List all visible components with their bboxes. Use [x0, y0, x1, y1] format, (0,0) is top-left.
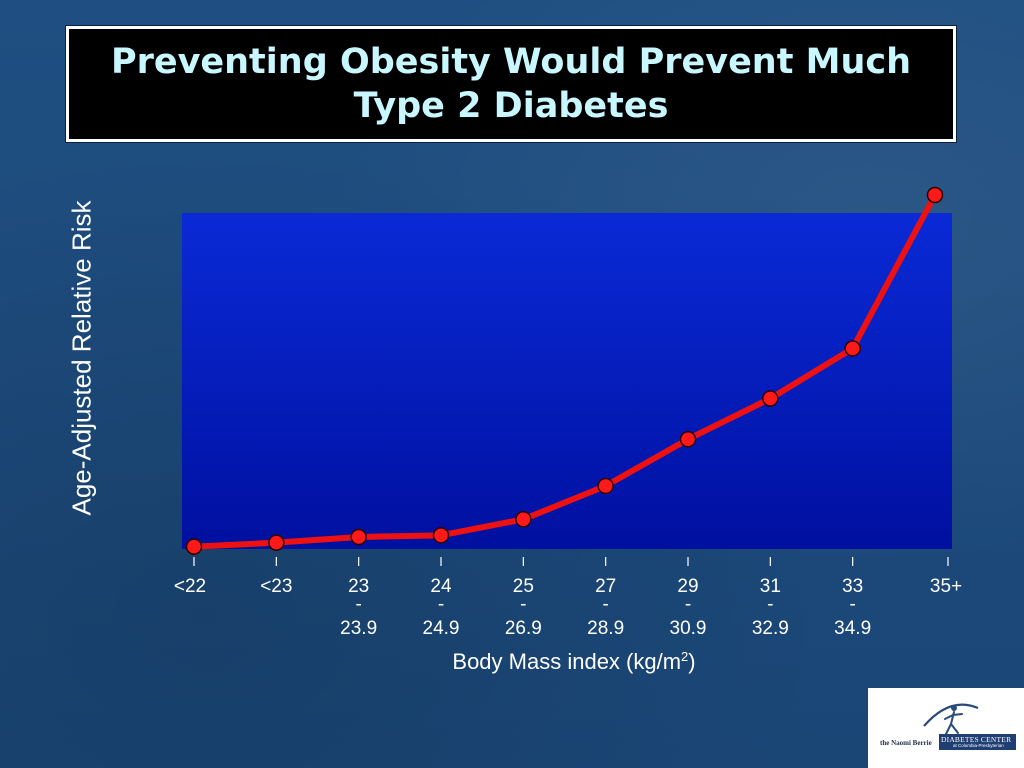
data-point	[926, 186, 944, 204]
x-axis-tick-labels: <22 <23 23-23.924-24.925-26.927-28.929-30.…	[174, 576, 962, 639]
logo-prefix: the Naomi Berrie	[880, 739, 932, 747]
x-tick-label-mid: -	[356, 594, 362, 615]
x-tick-label-top: <22	[174, 576, 206, 597]
x-tick-label-bottom: 26.9	[505, 618, 542, 639]
x-tick-label-top: 35+	[930, 576, 962, 597]
x-tick-label-top: 25	[513, 576, 534, 597]
data-point	[762, 390, 779, 407]
slide-title: Preventing Obesity Would Prevent Much Ty…	[110, 42, 912, 126]
x-axis-label-main: Body Mass index (kg/m	[452, 649, 682, 674]
logo-subtitle: at Columbia-Presbyterian	[953, 743, 1004, 748]
data-point	[350, 528, 367, 546]
x-tick-label-bottom: 23.9	[340, 618, 377, 639]
x-tick-label-top: 27	[595, 576, 616, 597]
x-tick-label-bottom: 32.9	[752, 618, 789, 639]
x-axis-label: Body Mass index (kg/m2)	[452, 649, 695, 675]
data-point	[679, 430, 697, 448]
x-tick-label-top: 29	[677, 576, 698, 597]
title-box: Preventing Obesity Would Prevent Much Ty…	[65, 25, 957, 143]
series-line	[193, 193, 938, 550]
x-tick-label-bottom: 24.9	[423, 618, 460, 639]
logo-badge: DIABETES CENTER at Columbia-Presbyterian	[939, 734, 1016, 750]
data-point	[268, 534, 285, 551]
x-axis-label-superscript: 2	[681, 649, 689, 664]
x-axis-ticks	[193, 557, 949, 566]
x-tick-label-mid: -	[685, 594, 691, 615]
x-tick-label-bottom: 34.9	[834, 618, 871, 639]
series-line-group	[193, 193, 938, 550]
x-tick-label-mid: -	[767, 594, 773, 615]
x-axis-label-end: )	[688, 649, 696, 674]
data-point	[844, 340, 861, 357]
x-tick-label-bottom: 28.9	[587, 618, 624, 639]
logo-name: DIABETES CENTER	[941, 735, 1012, 744]
x-tick-label-mid: -	[850, 594, 856, 615]
x-tick-label-bottom: 30.9	[670, 618, 707, 639]
x-tick-label-top: 23	[348, 576, 369, 597]
diabetes-center-logo: the Naomi Berrie DIABETES CENTER at Colu…	[868, 688, 1024, 768]
x-tick-label-mid: -	[603, 594, 609, 615]
x-tick-label-top: 24	[430, 576, 452, 597]
plot-area	[182, 213, 952, 549]
data-point	[432, 527, 450, 544]
x-tick-label-top: 33	[842, 576, 863, 597]
runner-figure-icon	[923, 703, 979, 735]
data-point	[185, 538, 203, 555]
x-tick-label-top: 31	[760, 576, 781, 597]
x-tick-label-top: <23	[260, 576, 292, 597]
data-point	[597, 477, 614, 495]
data-point	[515, 511, 532, 528]
x-tick-label-mid: -	[438, 594, 444, 615]
series-points	[185, 186, 944, 555]
x-tick-label-mid: -	[520, 594, 526, 615]
